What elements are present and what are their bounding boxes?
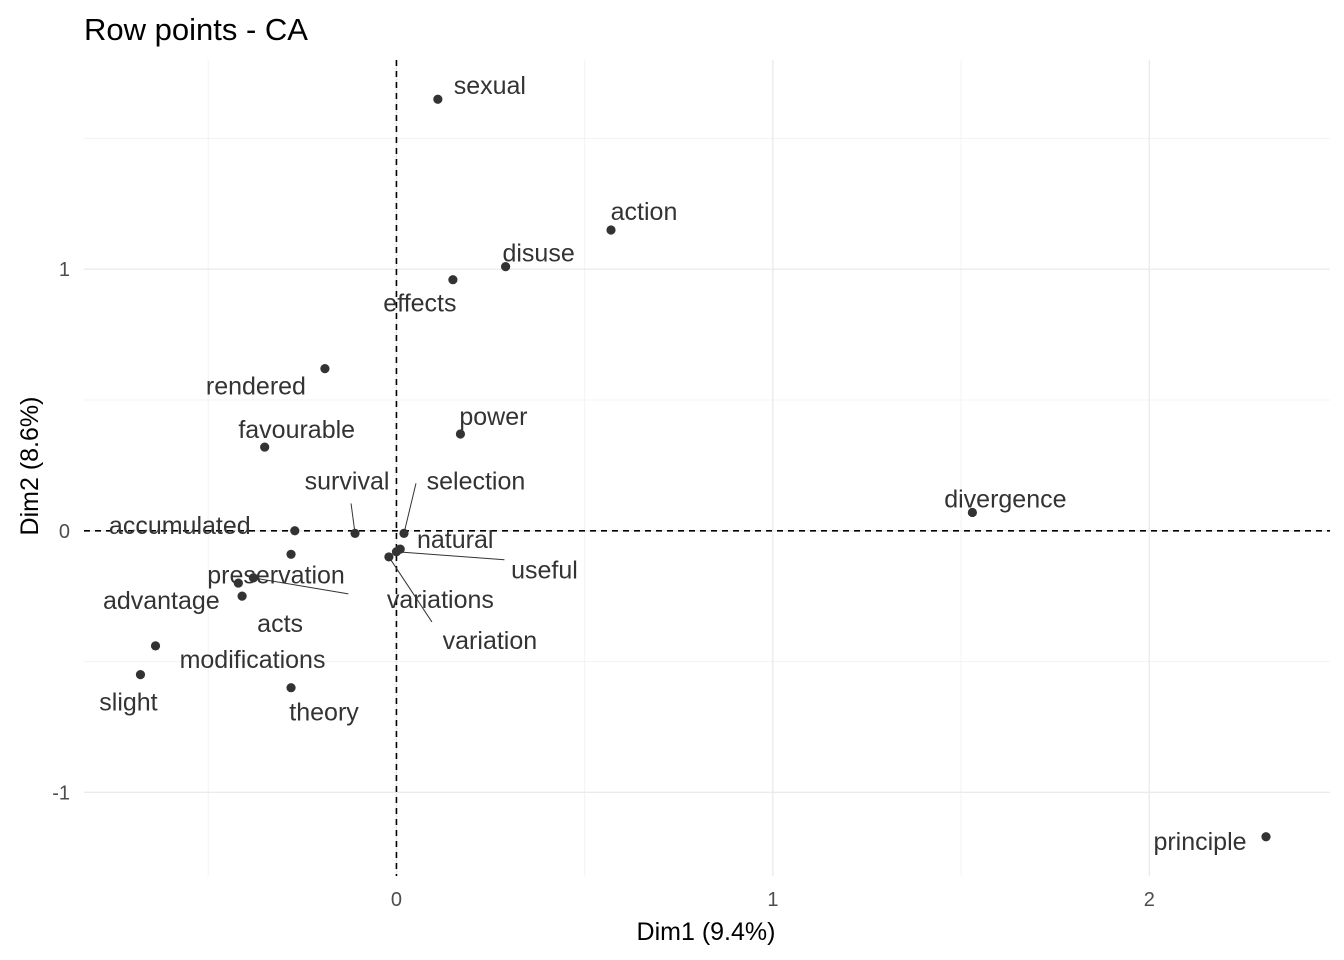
point-label-rendered: rendered (206, 373, 306, 401)
point-label-variations: variations (387, 586, 494, 614)
y-tick-label: 1 (59, 259, 70, 281)
point-label-theory: theory (289, 699, 359, 727)
point-label-natural: natural (417, 526, 493, 554)
point-favourable (260, 442, 270, 452)
chart-title: Row points - CA (84, 12, 308, 47)
point-preservation (286, 549, 296, 559)
point-label-power: power (459, 403, 527, 431)
point-slight (135, 670, 146, 680)
point-principle (1261, 832, 1271, 842)
label-leaders (253, 483, 505, 623)
point-label-preservation: preservation (207, 561, 345, 589)
grid (84, 60, 1330, 876)
point-label-divergence: divergence (944, 485, 1066, 513)
point-accumulated (290, 526, 300, 536)
point-modifications (150, 641, 161, 651)
leader-line-useful (396, 551, 505, 561)
point-label-modifications: modifications (180, 646, 326, 674)
point-divergence (967, 507, 977, 518)
point-label-sexual: sexual (454, 72, 526, 100)
x-tick-label: 1 (767, 889, 778, 911)
point-acts (237, 591, 247, 601)
point-label-action: action (611, 198, 678, 226)
y-tick-label: 0 (59, 521, 70, 543)
point-sexual (433, 94, 443, 104)
point-label-principle: principle (1153, 828, 1246, 856)
point-label-survival: survival (305, 467, 390, 495)
leader-line-selection (403, 483, 417, 534)
point-selection (399, 528, 409, 538)
point-rendered (320, 364, 330, 374)
point-disuse (501, 262, 511, 272)
point-label-selection: selection (427, 467, 526, 495)
point-label-effects: effects (383, 290, 456, 318)
reference-lines (84, 60, 1330, 876)
y-axis-title: Dim2 (8.6%) (16, 397, 44, 536)
point-useful (391, 547, 402, 557)
x-tick-label: 0 (391, 889, 402, 911)
point-label-variation: variation (443, 627, 538, 655)
leader-line-variations (253, 577, 349, 595)
leader-line-variation (388, 556, 433, 623)
point-survival (350, 528, 360, 538)
point-label-acts: acts (257, 610, 303, 638)
x-axis-title: Dim1 (9.4%) (637, 918, 776, 946)
point-power (455, 429, 466, 439)
point-advantage (233, 578, 243, 588)
x-tick-label: 2 (1144, 889, 1155, 911)
data-points (135, 94, 1271, 842)
point-action (606, 225, 616, 235)
point-label-accumulated: accumulated (109, 512, 251, 540)
point-variations (248, 573, 258, 583)
tick-labels: 0 1 2 -1 0 1 (52, 259, 1155, 911)
point-effects (448, 275, 458, 285)
point-variation (384, 552, 394, 562)
point-label-advantage: advantage (103, 587, 220, 615)
point-label-useful: useful (511, 557, 578, 585)
point-label-favourable: favourable (238, 416, 355, 444)
leader-line-survival (350, 503, 356, 534)
y-tick-label: -1 (52, 782, 70, 804)
point-label-disuse: disuse (502, 240, 574, 268)
point-labels: sexual action disuse effects rendered favoura… (99, 72, 1246, 856)
point-theory (286, 683, 296, 693)
point-label-slight: slight (99, 689, 157, 717)
